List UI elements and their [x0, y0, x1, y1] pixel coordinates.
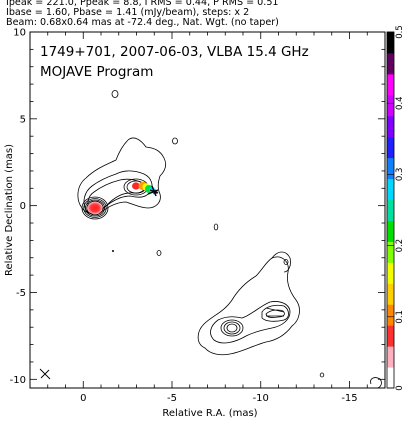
polarization-vectors: [147, 185, 159, 197]
lobe-polarization-vectors: [265, 307, 285, 317]
contour-blob-right: [172, 137, 178, 145]
contour-blob-east: [283, 259, 289, 265]
core-polarization: [87, 201, 103, 215]
contour-blob-bottom: [319, 372, 325, 378]
colorbar-segment: [387, 52, 394, 75]
colorbar-segment: [387, 157, 394, 180]
x-tick-label: 0: [80, 393, 86, 404]
header-line-3: Beam: 0.68x0.64 mas at -72.4 deg., Nat. …: [6, 17, 279, 28]
colorbar-segment: [387, 283, 394, 305]
contour-core-4: [86, 200, 104, 216]
contour-ring-2: [223, 321, 241, 335]
colorbar-segment: [387, 94, 394, 117]
plot-subtitle: MOJAVE Program: [40, 64, 153, 80]
colorbar-segment: [387, 220, 394, 242]
contour-jet-outer: [77, 137, 167, 214]
polarization-patches: [87, 181, 285, 317]
contour-lobe-outer: [197, 256, 300, 356]
point-marker: [112, 250, 114, 252]
plot-title: 1749+701, 2007-06-03, VLBA 15.4 GHz: [40, 44, 309, 60]
colorbar-tick-label: 0: [395, 385, 405, 390]
y-tick-label: -5: [16, 288, 26, 299]
x-tick-label: -5: [167, 393, 177, 404]
contour-blob-top: [111, 90, 119, 98]
y-tick-label: 10: [13, 28, 26, 39]
x-axis-title: Relative R.A. (mas): [162, 408, 257, 419]
contour-lobe-hotspot-2: [265, 309, 285, 318]
contour-blob-low: [156, 250, 162, 256]
colorbar-segment: [387, 73, 394, 96]
colorbar-segment: [387, 304, 394, 326]
colorbar: 0 0.1 0.2 0.3 0.4 0.5: [386, 25, 405, 391]
header-line-1: Ipeak = 221.0, Ppeak = 8.8, I RMS = 0.44…: [6, 0, 279, 8]
y-axis-title: Relative Declination (mas): [4, 144, 15, 276]
colorbar-tick-label: 0.1: [395, 310, 405, 324]
x-tick-label: -15: [341, 393, 357, 404]
contour-ring-1: [220, 319, 244, 337]
x-tick-label: -10: [253, 393, 269, 404]
knot-polarization-red: [132, 182, 140, 190]
contour-edge-blob: [370, 377, 382, 388]
contour-lobe-tail: [271, 251, 291, 273]
colorbar-tick-label: 0.5: [395, 25, 405, 39]
colorbar-tick-label: 0.4: [395, 96, 405, 110]
colorbar-segment: [387, 32, 394, 54]
colorbar-segment: [387, 325, 394, 347]
contour-jet-level-2: [83, 170, 153, 214]
colorbar-segment: [387, 262, 394, 284]
y-tick-label: 0: [20, 201, 26, 212]
y-tick-label: 5: [20, 114, 26, 125]
contour-ring-3: [226, 323, 238, 333]
y-tick-label: -10: [10, 375, 26, 386]
colorbar-segment: [387, 241, 394, 263]
axis-ticks: 0 -5 -10 -15 10 5 0 -5 -10: [10, 28, 386, 404]
header-line-2: Ibase = 1.60, Pbase = 1.41 (mJy/beam), s…: [6, 7, 250, 18]
contour-core-1: [81, 196, 109, 220]
colorbar-segment: [387, 367, 394, 389]
colorbar-segment: [387, 346, 394, 368]
colorbar-segment: [387, 199, 394, 221]
contour-core-2: [83, 198, 107, 218]
colorbar-segment: [387, 136, 394, 159]
colorbar-segment: [387, 115, 394, 138]
colorbar-tick-label: 0.2: [395, 239, 405, 253]
contour-lobe-hotspot: [261, 304, 289, 322]
colorbar-segment: [387, 178, 394, 201]
contour-core-3: [85, 199, 106, 217]
contour-lines: [77, 90, 382, 388]
restoring-beam-cross: [39, 368, 51, 380]
contour-lobe-inner: [210, 301, 291, 344]
contour-blob-mid: [213, 223, 219, 231]
colorbar-tick-label: 0.3: [395, 168, 405, 182]
